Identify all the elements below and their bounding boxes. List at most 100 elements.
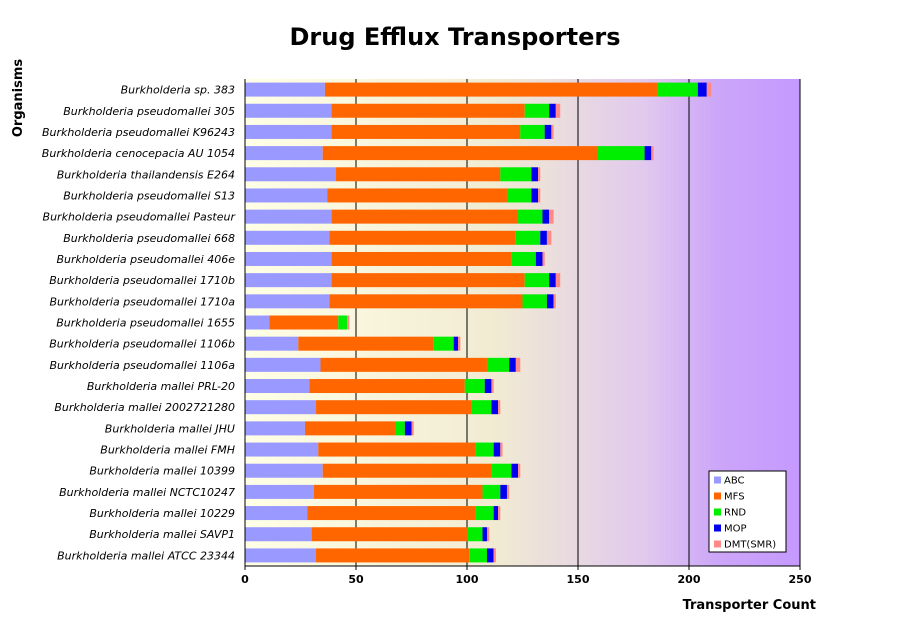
bar-segment-mfs — [324, 82, 658, 97]
bar-segment-dmt-smr — [555, 103, 561, 118]
x-tick-label: 0 — [241, 573, 249, 586]
bar-segment-mop — [493, 506, 499, 521]
bar-segment-mop — [493, 442, 501, 457]
bar-segment-abc — [245, 442, 319, 457]
bar-segment-mop — [535, 251, 543, 266]
category-label: Burkholderia mallei 10229 — [89, 507, 235, 520]
bar-segment-rnd — [597, 146, 645, 161]
bar-segment-mop — [486, 548, 494, 563]
bar-segment-abc — [245, 209, 332, 224]
bar-segment-mfs — [316, 400, 472, 415]
bar-segment-dmt-smr — [515, 357, 521, 372]
bar-segment-abc — [245, 506, 308, 521]
category-label: Burkholderia mallei 10399 — [89, 465, 235, 478]
bar-segment-rnd — [433, 336, 454, 351]
bar-segment-dmt-smr — [538, 188, 541, 203]
bar-segment-mfs — [329, 294, 523, 309]
bar-segment-dmt-smr — [551, 124, 554, 139]
category-label: Burkholderia mallei PRL-20 — [87, 380, 235, 393]
legend-item: MFS — [714, 492, 745, 503]
category-label: Burkholderia mallei 2002721280 — [54, 401, 235, 414]
bar-segment-mop — [531, 167, 539, 182]
legend-item: MOP — [714, 524, 747, 535]
bar-segment-abc — [245, 527, 312, 542]
bar-segment-abc — [245, 167, 337, 182]
bar-segment-rnd — [511, 251, 536, 266]
bar-segment-rnd — [491, 463, 512, 478]
bar-segment-abc — [245, 400, 317, 415]
bar-segment-rnd — [657, 82, 698, 97]
bar-segment-abc — [245, 379, 310, 394]
bar-segment-rnd — [518, 209, 543, 224]
bar-segment-mfs — [313, 484, 483, 499]
bar-segment-dmt-smr — [555, 273, 561, 288]
bar-segment-dmt-smr — [498, 400, 501, 415]
bar-row — [245, 357, 521, 372]
x-tick-label: 150 — [567, 573, 590, 586]
bar-row — [245, 188, 541, 203]
bar-segment-mop — [511, 463, 519, 478]
bar-segment-mfs — [322, 146, 598, 161]
bar-segment-abc — [245, 548, 317, 563]
category-label: Burkholderia pseudomallei 406e — [56, 253, 235, 266]
legend-label: MFS — [724, 492, 745, 503]
bar-segment-abc — [245, 124, 332, 139]
bar-segment-dmt-smr — [506, 484, 510, 499]
bar-segment-rnd — [475, 442, 494, 457]
bar-segment-dmt-smr — [347, 315, 350, 330]
bar-segment-dmt-smr — [518, 463, 521, 478]
bar-row — [245, 230, 552, 245]
category-label: Burkholderia pseudomallei 668 — [63, 232, 235, 245]
legend-swatch — [714, 508, 721, 516]
bar-segment-abc — [245, 82, 325, 97]
bar-segment-dmt-smr — [651, 146, 654, 161]
bar-segment-rnd — [464, 379, 485, 394]
bar-segment-rnd — [522, 294, 547, 309]
bar-row — [245, 527, 490, 542]
bar-segment-dmt-smr — [411, 421, 414, 436]
x-axis-title: Transporter Count — [683, 598, 816, 613]
legend-box — [708, 470, 787, 553]
bar-row — [245, 146, 654, 161]
bar-segment-abc — [245, 336, 299, 351]
x-tick-label: 200 — [678, 573, 701, 586]
bar-segment-mop — [549, 103, 556, 118]
bar-row — [245, 82, 712, 97]
x-ticks: 0 50 100 150 200 250 — [241, 566, 812, 586]
bar-row — [245, 484, 510, 499]
bar-segment-dmt-smr — [542, 251, 545, 266]
bar-row — [245, 336, 461, 351]
bar-segment-abc — [245, 463, 323, 478]
bar-segment-mfs — [269, 315, 339, 330]
category-label: Burkholderia pseudomallei 1710b — [49, 274, 235, 287]
bar-row — [245, 209, 554, 224]
category-label: Burkholderia pseudomallei K96243 — [42, 126, 235, 139]
bar-segment-mfs — [331, 124, 521, 139]
bar-segment-mop — [482, 527, 487, 542]
bar-segment-dmt-smr — [706, 82, 712, 97]
category-label: Burkholderia pseudomallei 1106b — [49, 338, 235, 351]
bar-segment-rnd — [482, 484, 501, 499]
bar-segment-abc — [245, 230, 330, 245]
bar-row — [245, 548, 496, 563]
bar-segment-rnd — [338, 315, 348, 330]
bar-segment-mop — [546, 294, 554, 309]
bar-row — [245, 463, 521, 478]
bar-segment-abc — [245, 251, 332, 266]
legend: ABC MFS RND MOP DMT(SMR) — [708, 470, 787, 553]
bar-segment-mfs — [336, 167, 501, 182]
bar-segment-dmt-smr — [498, 506, 501, 521]
category-label: Burkholderia mallei NCTC10247 — [59, 486, 235, 499]
legend-swatch — [714, 524, 721, 532]
bar-segment-abc — [245, 273, 332, 288]
bar-segment-rnd — [500, 167, 532, 182]
bar-segment-dmt-smr — [549, 209, 554, 224]
bar-segment-mop — [697, 82, 707, 97]
x-tick-label: 50 — [348, 573, 364, 586]
chart-title: Drug Efflux Transporters — [290, 23, 621, 51]
bar-segment-mfs — [309, 379, 465, 394]
bar-segment-mop — [484, 379, 492, 394]
bar-segment-mfs — [298, 336, 434, 351]
legend-item: DMT(SMR) — [714, 540, 776, 551]
bar-segment-rnd — [475, 506, 494, 521]
